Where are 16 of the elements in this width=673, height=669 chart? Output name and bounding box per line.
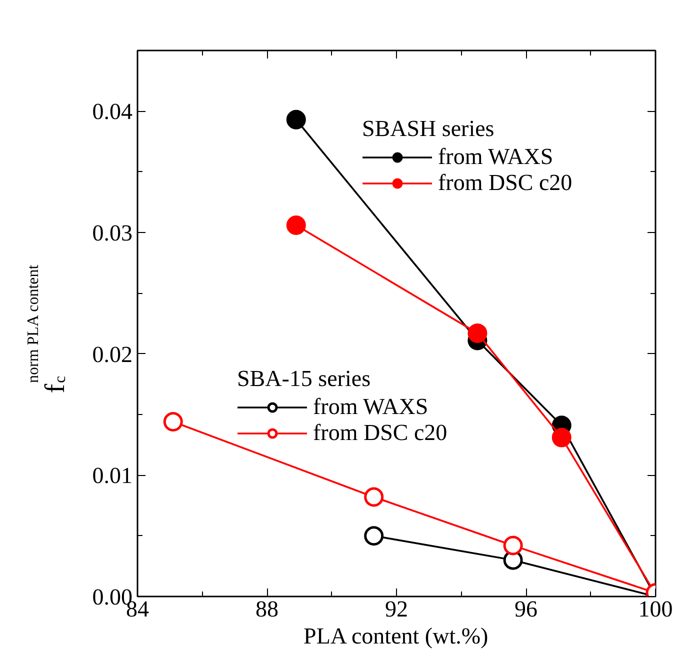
x-tick-label: 92: [385, 596, 408, 622]
legend-label: from DSC c20: [438, 170, 572, 196]
y-tick-label: 0.04: [92, 99, 133, 124]
text: SBASH series: [362, 116, 494, 141]
x-tick-label: 100: [638, 596, 673, 622]
x-tick-label: 96: [514, 596, 538, 622]
y-tick-label: 0.03: [92, 220, 132, 246]
text: SBA-15 series: [237, 366, 371, 391]
legend-label: from DSC c20: [313, 420, 448, 446]
legend-label: from WAXS: [438, 144, 554, 170]
y-axis-title: fcnorm PLA content: [25, 264, 71, 394]
y-tick-label: 0.02: [92, 342, 132, 367]
x-tick-label: 88: [256, 596, 278, 622]
legend-label: from WAXS: [313, 394, 428, 420]
x-axis-title: PLA content (wt.%): [304, 624, 488, 648]
y-tick-label: 0.01: [92, 463, 132, 488]
